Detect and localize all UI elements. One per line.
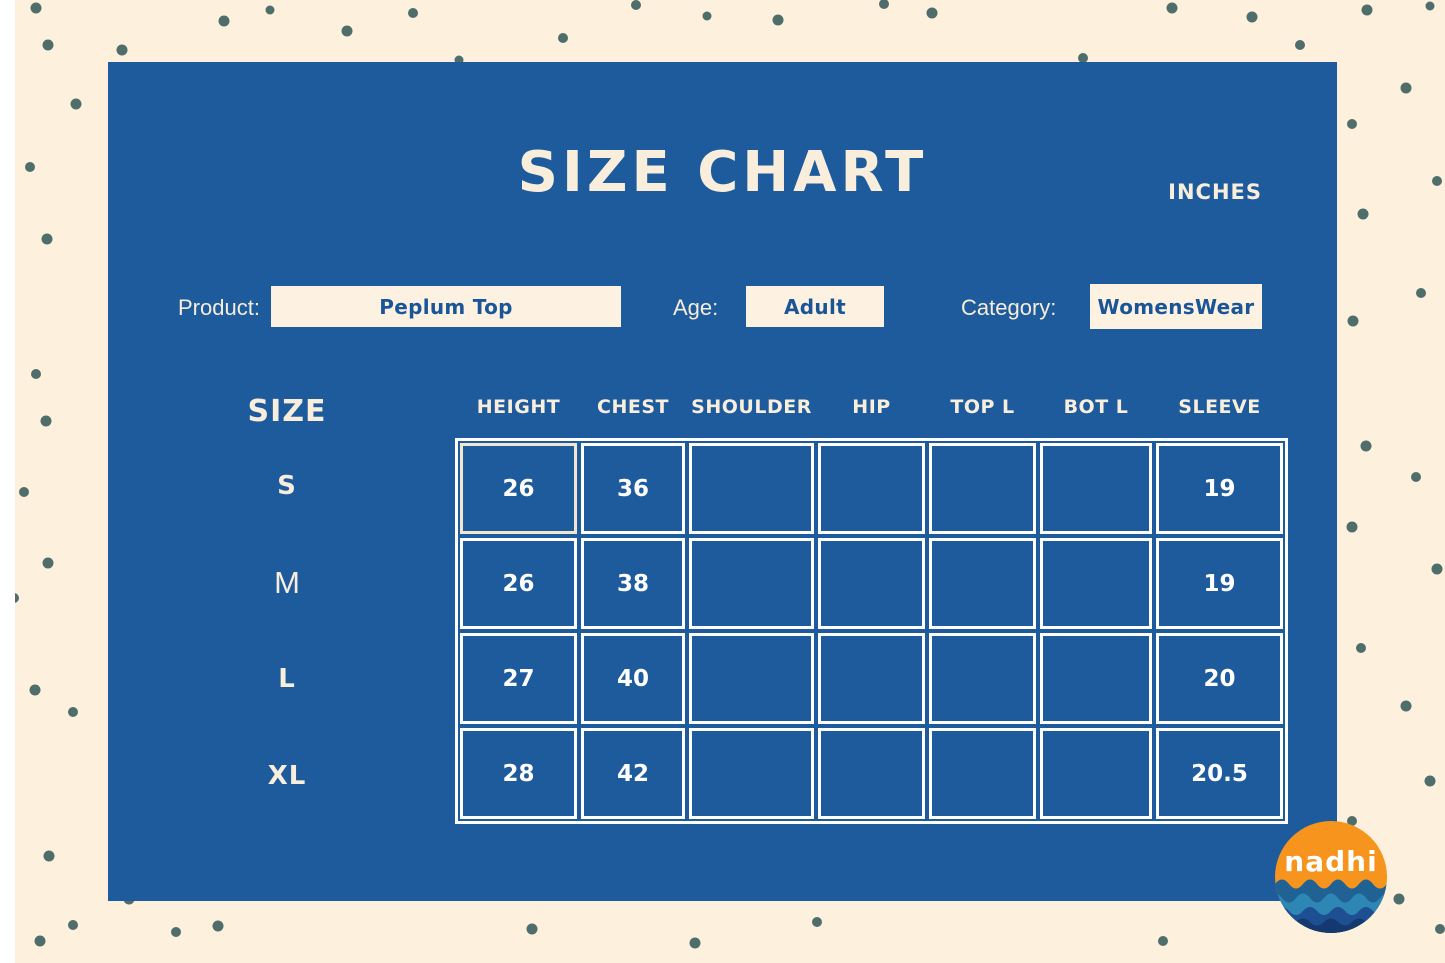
column-header-height: HEIGHT	[476, 396, 561, 418]
size-chart-panel: SIZE CHART INCHES Product: Peplum Top Ag…	[108, 62, 1337, 901]
column-header-bot-l: BOT L	[1063, 396, 1129, 418]
table-cell: 20	[1156, 633, 1283, 724]
table-cell: 38	[581, 538, 685, 629]
table-cell	[818, 443, 925, 534]
column-header-top-l: TOP L	[950, 396, 1015, 418]
product-label: Product:	[178, 295, 260, 320]
category-value-box: WomensWear	[1090, 284, 1262, 329]
table-cell: 20.5	[1156, 728, 1283, 819]
table-cell: 27	[460, 633, 577, 724]
age-value-box: Adult	[746, 286, 884, 327]
column-header-chest: CHEST	[597, 396, 669, 418]
table-cell: 26	[460, 443, 577, 534]
table-cell: 40	[581, 633, 685, 724]
age-label: Age:	[673, 295, 719, 320]
table-cell	[929, 728, 1036, 819]
table-cell	[929, 633, 1036, 724]
table-cell: 19	[1156, 443, 1283, 534]
column-header-row: HEIGHT CHEST SHOULDER HIP TOP L BOT L SL…	[455, 396, 1288, 418]
left-edge-strip	[0, 0, 15, 963]
table-cell: 28	[460, 728, 577, 819]
size-row-label-s: S	[277, 471, 297, 502]
table-cell	[689, 728, 814, 819]
size-column-header: SIZE	[247, 394, 327, 429]
table-cell	[818, 633, 925, 724]
table-cell: 26	[460, 538, 577, 629]
product-value-box: Peplum Top	[271, 286, 621, 327]
brand-logo: nadhi	[1275, 821, 1387, 933]
table-cell	[689, 443, 814, 534]
table-cell: 36	[581, 443, 685, 534]
size-row-label-m: M	[274, 564, 300, 600]
table-cell	[818, 538, 925, 629]
nadhi-wordmark: nadhi	[1284, 845, 1378, 878]
table-cell	[1040, 443, 1152, 534]
measurements-table: 26 36 19 26 38 19 27 40 20 28 42	[455, 438, 1288, 824]
table-cell: 19	[1156, 538, 1283, 629]
table-cell	[1040, 728, 1152, 819]
table-cell	[689, 538, 814, 629]
column-header-sleeve: SLEEVE	[1178, 396, 1261, 418]
column-header-shoulder: SHOULDER	[691, 396, 812, 418]
table-cell	[689, 633, 814, 724]
unit-label: INCHES	[1168, 180, 1262, 204]
category-label: Category:	[961, 295, 1057, 320]
column-header-hip: HIP	[852, 396, 891, 418]
size-row-label-xl: XL	[267, 760, 307, 791]
size-label-column: S M L XL	[227, 438, 347, 824]
size-row-label-l: L	[278, 664, 296, 695]
nadhi-logo-icon	[1275, 821, 1387, 933]
table-cell	[1040, 538, 1152, 629]
table-cell	[818, 728, 925, 819]
table-cell: 42	[581, 728, 685, 819]
table-cell	[1040, 633, 1152, 724]
table-cell	[929, 538, 1036, 629]
table-cell	[929, 443, 1036, 534]
chart-title: SIZE CHART	[517, 140, 928, 205]
